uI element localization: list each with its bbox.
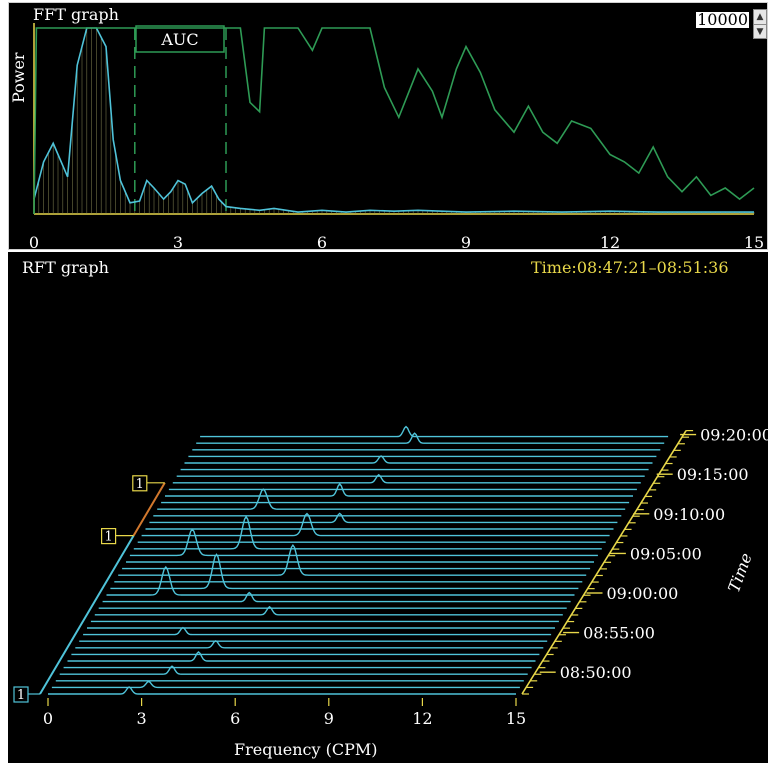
rft-trace <box>59 665 528 675</box>
fft-series-2 <box>33 27 755 215</box>
rft-trace <box>184 455 653 464</box>
fft-x-tick-label: 9 <box>461 233 471 252</box>
fft-x-tick-label: 6 <box>317 233 327 252</box>
rft-x-tick-label: 12 <box>412 709 432 728</box>
rft-time-tick-label: 09:15:00 <box>677 465 749 484</box>
rft-left-axis <box>39 535 135 695</box>
rft-x-tick-label: 0 <box>43 709 53 728</box>
rft-trace <box>141 512 610 537</box>
spin-down-icon[interactable]: ▼ <box>756 26 764 37</box>
fft-title: FFT graph <box>33 5 119 24</box>
scale-spinner[interactable]: ▲ ▼ <box>753 9 767 39</box>
rft-x-tick-label: 3 <box>137 709 147 728</box>
rft-time-tick-label: 09:05:00 <box>630 544 702 563</box>
rft-x-tick-label: 9 <box>324 709 334 728</box>
rft-plot: 1 1 1 08:50:00 08:55:00 09:00:00 09:05:00 09:10… <box>13 425 768 728</box>
rft-trace <box>157 488 626 510</box>
rft-trace <box>75 639 544 649</box>
rft-time-tick-label: 09:00:00 <box>607 584 679 603</box>
fft-x-tick-label: 15 <box>744 233 764 252</box>
rft-trace <box>165 482 633 497</box>
rft-trace <box>200 425 669 438</box>
rft-marker-label: 1 <box>136 477 144 492</box>
rft-marker-label: 1 <box>104 530 112 545</box>
rft-time-tick-label: 08:50:00 <box>560 663 632 682</box>
fft-panel: FFT graph Power 10000 ▲ ▼ AUC 0 3 6 9 12 15 <box>8 2 768 252</box>
rft-x-tick-label: 6 <box>230 709 240 728</box>
rft-trace <box>118 543 587 576</box>
rft-trace <box>102 591 571 603</box>
fft-series-1 <box>33 27 754 213</box>
rft-trace <box>149 512 618 524</box>
fft-x-tick-label: 12 <box>600 233 620 252</box>
spin-up-icon[interactable]: ▲ <box>754 10 766 25</box>
rft-time-tick-label: 09:20:00 <box>700 426 768 445</box>
rft-xlabel: Frequency (CPM) <box>234 740 378 759</box>
rft-time-tick-label: 09:10:00 <box>653 505 725 524</box>
rft-time-range: Time:08:47:21–08:51:36 <box>531 258 729 277</box>
rft-trace <box>48 686 516 695</box>
rft-x-tick-label: 15 <box>506 709 526 728</box>
rft-trace <box>110 553 579 590</box>
auc-label: AUC <box>160 30 198 49</box>
rft-title: RFT graph <box>22 258 109 277</box>
rft-trace <box>172 473 641 484</box>
fft-scale-value[interactable]: 10000 <box>696 10 749 29</box>
rft-trace <box>129 528 598 557</box>
fft-x-tick-label: 3 <box>173 233 183 252</box>
fft-plot: AUC 0 3 6 9 12 15 <box>29 23 764 252</box>
rft-time-tick-label: 08:55:00 <box>583 624 655 643</box>
rft-trace <box>67 651 536 662</box>
rft-panel: RFT graph Time:08:47:21–08:51:36 Time Fr… <box>8 252 768 763</box>
rft-trace <box>106 565 575 596</box>
rft-trace <box>83 626 552 636</box>
rft-trace <box>94 605 563 616</box>
auc-label-box <box>135 25 225 53</box>
rft-trace <box>133 515 602 550</box>
rft-trace <box>51 680 520 689</box>
rft-trace <box>196 432 665 444</box>
rft-marker-label: 1 <box>17 688 25 703</box>
fft-x-tick-label: 0 <box>29 233 39 252</box>
rft-left-axis-marked <box>132 482 166 537</box>
